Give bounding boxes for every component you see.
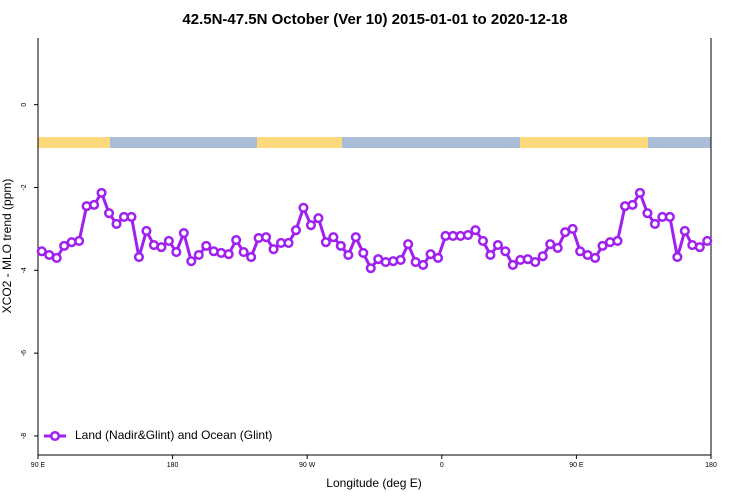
data-point xyxy=(627,199,638,210)
data-point xyxy=(89,199,100,210)
data-point xyxy=(425,249,436,260)
x-tick-label: 90 E xyxy=(569,462,584,469)
y-axis-label: XCO2 - MLO trend (ppm) xyxy=(0,179,14,314)
data-point xyxy=(186,256,197,267)
data-point xyxy=(335,240,346,251)
data-point xyxy=(590,252,601,263)
data-point xyxy=(545,239,556,250)
data-point xyxy=(403,239,414,250)
data-point xyxy=(567,223,578,234)
y-tick-label: -6 xyxy=(21,350,28,356)
data-point xyxy=(201,240,212,251)
y-tick-label: -4 xyxy=(21,267,28,273)
data-point xyxy=(261,232,272,243)
data-point xyxy=(231,235,242,246)
legend-marker xyxy=(49,430,61,442)
data-point xyxy=(485,249,496,261)
data-point xyxy=(350,232,361,243)
x-tick-label: 90 W xyxy=(299,462,316,469)
data-point xyxy=(36,246,47,257)
land-ocean-strip xyxy=(38,137,711,148)
data-point xyxy=(552,242,563,253)
x-tick-label: 90 E xyxy=(31,462,46,469)
data-point xyxy=(298,202,309,213)
data-point xyxy=(156,242,167,253)
data-point xyxy=(133,252,144,263)
data-point xyxy=(126,211,137,222)
data-point xyxy=(178,227,189,239)
data-point xyxy=(530,256,541,268)
data-point xyxy=(141,225,152,237)
data-point xyxy=(171,247,182,258)
data-point xyxy=(433,252,444,263)
data-point xyxy=(313,213,324,224)
data-point xyxy=(74,235,85,246)
data-point xyxy=(246,252,257,263)
data-point xyxy=(649,218,660,229)
data-point xyxy=(507,259,518,270)
data-point xyxy=(223,249,234,260)
data-point xyxy=(418,259,429,270)
data-point xyxy=(702,235,713,246)
data-point xyxy=(664,211,675,222)
y-tick-label: -2 xyxy=(21,184,28,190)
data-point xyxy=(492,240,503,251)
data-point xyxy=(537,251,548,262)
data-point xyxy=(395,254,406,266)
data-point xyxy=(328,232,339,243)
data-point xyxy=(96,187,107,198)
data-point xyxy=(283,237,294,249)
data-point xyxy=(358,247,369,258)
data-point xyxy=(51,252,62,263)
data-point xyxy=(305,220,316,231)
x-tick-label: 180 xyxy=(167,462,179,469)
data-point xyxy=(642,208,653,219)
y-tick-label: -8 xyxy=(21,433,28,439)
x-axis-label: Longitude (deg E) xyxy=(326,476,421,490)
data-point xyxy=(320,237,331,248)
axis-frame xyxy=(37,38,712,456)
y-tick-label: 0 xyxy=(21,103,28,107)
data-point xyxy=(111,218,122,229)
data-point xyxy=(612,235,623,246)
data-point xyxy=(365,263,376,274)
data-point xyxy=(103,208,115,219)
data-point xyxy=(597,240,608,251)
data-point xyxy=(268,244,279,255)
data-point xyxy=(634,187,646,198)
data-point xyxy=(193,249,204,261)
data-point xyxy=(238,247,249,258)
legend-label: Land (Nadir&Glint) and Ocean (Glint) xyxy=(75,428,272,442)
data-point xyxy=(290,225,302,236)
x-tick-label: 0 xyxy=(440,462,444,469)
data-point xyxy=(575,246,586,257)
data-point xyxy=(672,252,683,263)
data-point xyxy=(679,225,690,237)
data-point xyxy=(470,225,481,236)
x-tick-label: 180 xyxy=(705,462,717,469)
data-point xyxy=(59,240,70,251)
chart-title: 42.5N-47.5N October (Ver 10) 2015-01-01 … xyxy=(182,11,567,28)
data-point xyxy=(694,242,705,253)
data-point xyxy=(462,230,474,241)
data-point xyxy=(477,235,488,246)
data-point xyxy=(500,246,511,257)
data-point xyxy=(343,249,354,261)
data-point xyxy=(163,235,174,246)
